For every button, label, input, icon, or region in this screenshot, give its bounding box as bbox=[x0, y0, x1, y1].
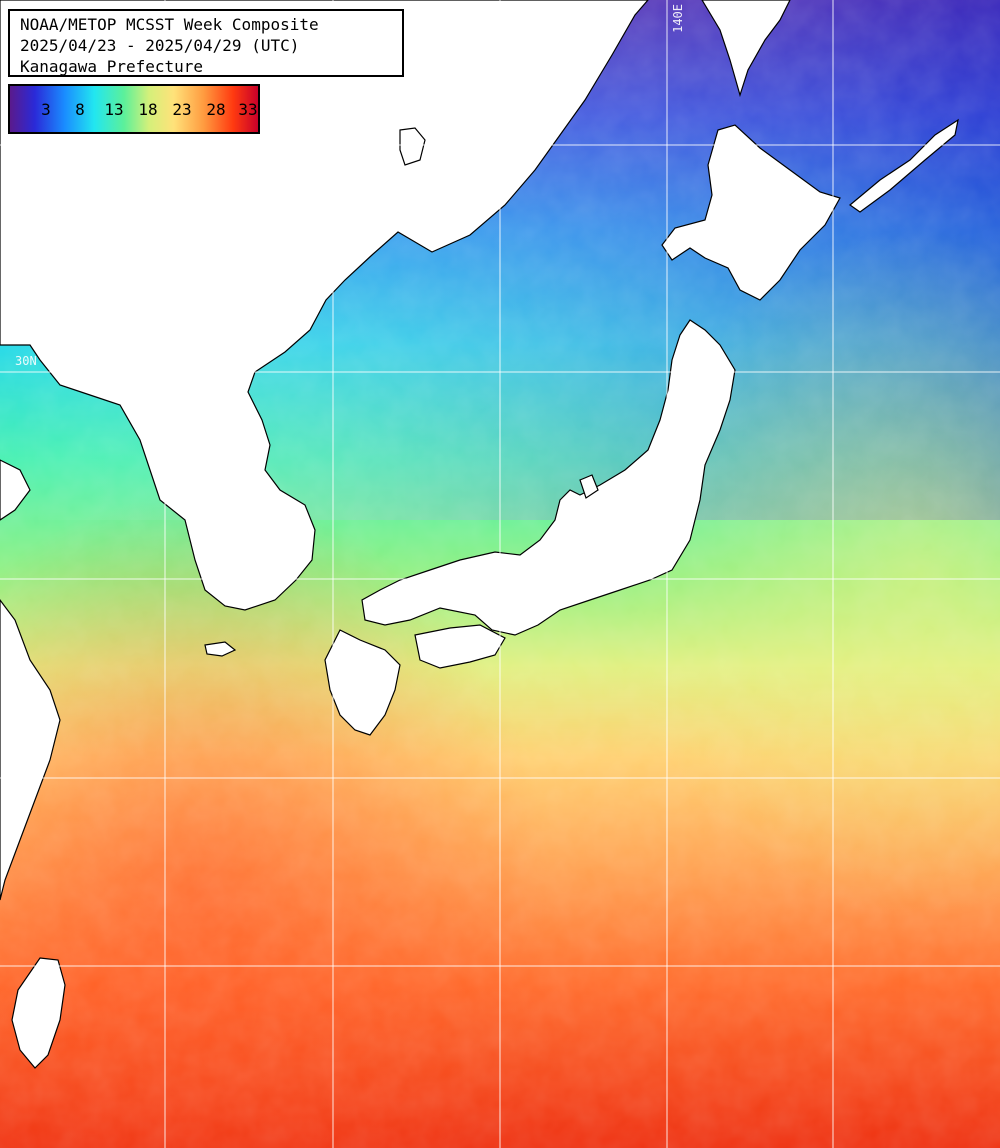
land-honshu bbox=[361, 319, 736, 636]
land-hokkaido bbox=[661, 124, 841, 301]
legend-label-8: 8 bbox=[75, 100, 85, 119]
land-korea-peninsula-west bbox=[0, 459, 31, 521]
map-title-box: NOAA/METOP MCSST Week Composite 2025/04/… bbox=[8, 9, 404, 77]
land-china-coast bbox=[0, 599, 61, 901]
land-sado bbox=[579, 474, 599, 499]
legend-label-18: 18 bbox=[138, 100, 158, 119]
legend-label-13: 13 bbox=[104, 100, 124, 119]
land-ulleung bbox=[399, 127, 426, 166]
map-title: NOAA/METOP MCSST Week Composite bbox=[20, 15, 319, 34]
legend-labels: 3 8 13 18 23 28 33 bbox=[10, 100, 258, 120]
land-shikoku bbox=[414, 624, 506, 669]
region-name: Kanagawa Prefecture bbox=[20, 57, 204, 76]
land-kyushu bbox=[324, 629, 401, 736]
land-asia-mainland bbox=[0, 0, 649, 611]
color-scale-legend: 3 8 13 18 23 28 33 bbox=[8, 84, 260, 134]
lat-label: 30N bbox=[15, 354, 37, 368]
legend-label-3: 3 bbox=[41, 100, 51, 119]
land-sakhalin bbox=[701, 0, 791, 98]
land-jeju bbox=[204, 641, 237, 657]
legend-label-28: 28 bbox=[206, 100, 226, 119]
land-taiwan bbox=[11, 957, 66, 1069]
land bbox=[0, 0, 959, 1069]
lon-label-140e: 140E bbox=[671, 4, 685, 33]
land-kunashir bbox=[849, 118, 959, 213]
legend-label-23: 23 bbox=[172, 100, 192, 119]
date-range: 2025/04/23 - 2025/04/29 (UTC) bbox=[20, 36, 300, 55]
legend-label-33: 33 bbox=[238, 100, 258, 119]
